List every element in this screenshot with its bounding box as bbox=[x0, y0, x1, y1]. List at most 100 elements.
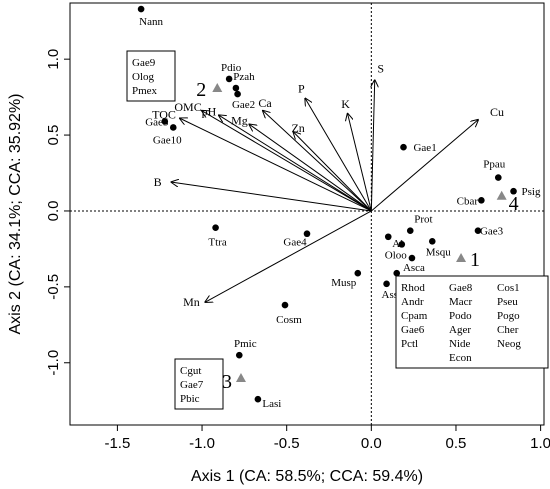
site-point-al bbox=[384, 233, 392, 241]
vector-label-s: S bbox=[377, 61, 384, 75]
site-label-pdio: Pdio bbox=[221, 62, 242, 74]
group-2-number: 2 bbox=[196, 79, 206, 101]
x-tick-label: 0.0 bbox=[361, 435, 382, 452]
site-label-asca: Asca bbox=[403, 262, 425, 274]
group-4-number: 4 bbox=[509, 193, 519, 215]
vector-label-b: B bbox=[154, 175, 162, 189]
group-member-label: Gae8 bbox=[449, 282, 473, 294]
site-label-pmic: Pmic bbox=[234, 338, 257, 350]
site-point-gae3 bbox=[474, 227, 482, 234]
site-point-ppau bbox=[494, 174, 502, 181]
site-label-gae10: Gae10 bbox=[153, 134, 182, 146]
group-member-label: Podo bbox=[449, 310, 472, 322]
site-label-al: Al bbox=[392, 238, 403, 250]
group-centroids: 1 2 3 4 bbox=[196, 79, 518, 393]
site-label-nann: Nann bbox=[139, 16, 163, 28]
group-3-number: 3 bbox=[222, 371, 232, 393]
site-label-ppau: Ppau bbox=[483, 159, 506, 171]
vector-label-k: K bbox=[341, 97, 350, 111]
group-1-member-box: Rhod Andr Cpam Gae6 Pctl Gae8 Macr Podo Ager Nide… bbox=[395, 275, 549, 369]
group-member-label: Pmex bbox=[132, 85, 158, 97]
site-label-msqu: Msqu bbox=[426, 246, 452, 258]
site-point-pzah bbox=[232, 84, 240, 92]
group-member-label: Neog bbox=[497, 338, 521, 350]
site-point-nann bbox=[137, 5, 145, 13]
vector-arrow-toc bbox=[180, 118, 372, 212]
vector-arrow-s bbox=[371, 80, 374, 211]
site-label-pzah: Pzah bbox=[233, 71, 255, 83]
x-axis-title: Axis 1 (CA: 58.5%; CCA: 59.4%) bbox=[191, 468, 423, 485]
site-point-ttra bbox=[212, 224, 219, 231]
site-label-gae4: Gae4 bbox=[283, 237, 307, 249]
site-point-cbar bbox=[478, 197, 485, 204]
site-point-gae2 bbox=[234, 90, 241, 98]
group-member-label: Cgut bbox=[180, 365, 201, 377]
vector-label-mn: Mn bbox=[183, 295, 200, 309]
group-member-label: Nide bbox=[449, 338, 471, 350]
group-3-centroid bbox=[235, 372, 246, 382]
reference-lines bbox=[70, 3, 544, 425]
site-point-gae5 bbox=[161, 118, 169, 125]
y-tick-label: 0.0 bbox=[45, 201, 62, 222]
x-tick-label: -1.5 bbox=[104, 435, 130, 452]
x-tick-label: 1.0 bbox=[530, 435, 550, 452]
vector-arrow-mg bbox=[249, 124, 372, 212]
group-1-centroid bbox=[456, 253, 467, 263]
vector-arrow-b bbox=[172, 182, 372, 212]
group-member-label: Pbic bbox=[180, 393, 200, 405]
site-label-ttra: Ttra bbox=[208, 237, 226, 249]
group-member-label: Cos1 bbox=[497, 282, 520, 294]
site-label-psig: Psig bbox=[522, 186, 541, 198]
vector-label-ca: Ca bbox=[258, 96, 272, 110]
group-member-label: Ager bbox=[449, 324, 471, 336]
vector-label-zn: Zn bbox=[291, 121, 304, 135]
site-point-oloo bbox=[398, 241, 406, 248]
group-1-box-frame bbox=[395, 275, 549, 369]
site-point-assp bbox=[383, 280, 390, 288]
group-2-centroid bbox=[212, 83, 223, 93]
group-2-member-box: Gae9 Olog Pmex bbox=[126, 50, 176, 102]
site-label-cbar: Cbar bbox=[457, 195, 479, 207]
y-tick-label: 0.5 bbox=[45, 125, 62, 146]
group-member-label: Pseu bbox=[497, 296, 518, 308]
group-member-label: Rhod bbox=[401, 282, 425, 294]
site-label-musp: Musp bbox=[331, 277, 357, 289]
y-tick-label: -1.0 bbox=[45, 350, 62, 376]
group-3-box-frame bbox=[174, 358, 224, 410]
group-member-label: Andr bbox=[401, 296, 424, 308]
vector-label-mg: Mg bbox=[231, 113, 248, 127]
vector-label-cu: Cu bbox=[490, 105, 504, 119]
site-point-musp bbox=[354, 269, 362, 277]
site-point-asca bbox=[408, 254, 416, 262]
vector-arrow-ca bbox=[263, 111, 372, 212]
group-1-number: 1 bbox=[470, 249, 480, 271]
site-point-gae4 bbox=[303, 230, 311, 238]
x-tick-label: -0.5 bbox=[274, 435, 300, 452]
site-point-pdio bbox=[225, 75, 233, 83]
x-tick-label: -1.0 bbox=[189, 435, 215, 452]
vector-label-omc: OMC bbox=[174, 100, 201, 114]
vector-label-p: P bbox=[298, 82, 305, 96]
group-3-member-box: Cgut Gae7 Pbic bbox=[174, 358, 224, 410]
vector-label-toc: TOC bbox=[152, 107, 176, 121]
site-point-cosm bbox=[281, 301, 289, 309]
site-point-lasi bbox=[254, 395, 262, 403]
y-tick-label: -0.5 bbox=[45, 274, 62, 300]
group-member-label: Pogo bbox=[497, 310, 520, 322]
group-member-label: Gae6 bbox=[401, 324, 425, 336]
site-point-pmic bbox=[235, 351, 243, 359]
plot-frame bbox=[69, 2, 545, 426]
vector-arrow-zn bbox=[293, 132, 372, 212]
vector-arrow-omc bbox=[202, 111, 372, 212]
group-member-label: Cher bbox=[497, 324, 519, 336]
site-label-gae5: Gae5 bbox=[145, 116, 169, 128]
site-point-msqu bbox=[428, 238, 436, 245]
group-4-centroid bbox=[496, 190, 507, 200]
group-member-label: Gae9 bbox=[132, 57, 156, 69]
group-member-label: Gae7 bbox=[180, 379, 204, 391]
site-label-oloo: Oloo bbox=[385, 249, 408, 261]
vector-arrow-cu bbox=[371, 120, 478, 212]
